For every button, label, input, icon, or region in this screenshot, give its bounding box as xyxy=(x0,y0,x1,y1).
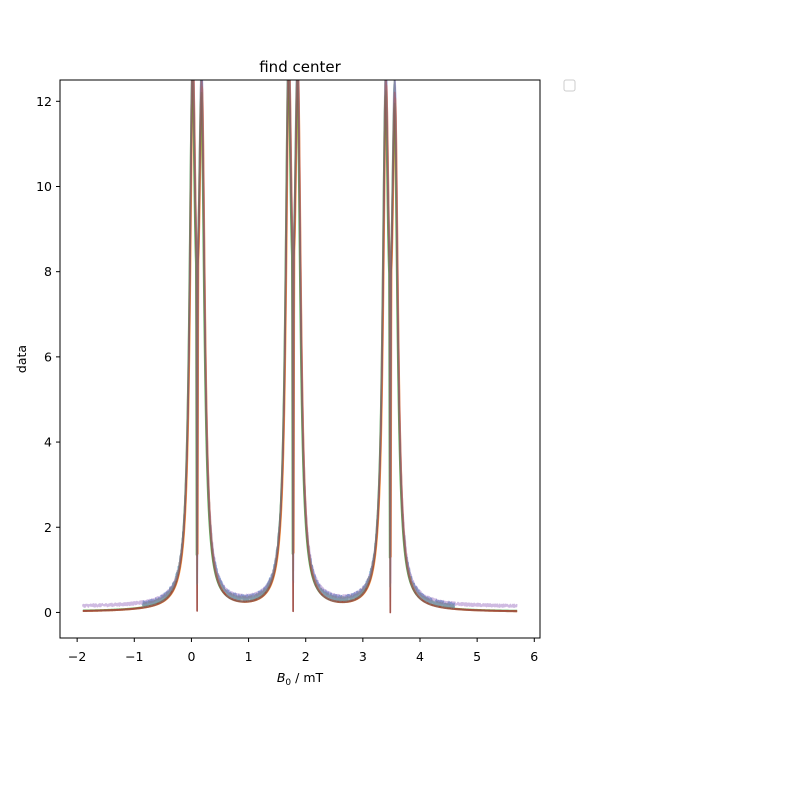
y-tick-label: 2 xyxy=(44,520,52,535)
y-tick-label: 10 xyxy=(36,179,52,194)
x-tick-label: 4 xyxy=(416,649,424,664)
x-tick-label: 6 xyxy=(530,649,538,664)
y-axis-label: data xyxy=(14,345,29,373)
x-axis-label-unit: / mT xyxy=(291,670,323,685)
legend-box xyxy=(563,79,576,92)
y-tick-label: 0 xyxy=(44,605,52,620)
y-tick-label: 8 xyxy=(44,264,52,279)
x-tick-label: 5 xyxy=(473,649,481,664)
chart-title: find center xyxy=(259,58,341,76)
y-tick-label: 12 xyxy=(36,94,52,109)
x-tick-label: −1 xyxy=(125,649,143,664)
x-axis-label-symbol: B xyxy=(277,670,286,685)
x-tick-label: −2 xyxy=(68,649,86,664)
x-axis: −2 −1 0 1 2 3 4 5 6 xyxy=(68,638,538,664)
y-tick-label: 4 xyxy=(44,435,52,450)
x-tick-label: 0 xyxy=(187,649,195,664)
x-tick-label: 1 xyxy=(245,649,253,664)
x-tick-label: 3 xyxy=(359,649,367,664)
plot-area xyxy=(82,80,518,614)
x-axis-label: B0 / mT xyxy=(277,670,324,688)
series-line-7 xyxy=(142,80,455,610)
y-axis: 0 2 4 6 8 10 12 xyxy=(36,94,60,620)
axes-frame xyxy=(59,79,541,639)
y-tick-label: 6 xyxy=(44,349,52,364)
x-axis-label-subscript: 0 xyxy=(285,678,291,688)
x-tick-label: 2 xyxy=(302,649,310,664)
